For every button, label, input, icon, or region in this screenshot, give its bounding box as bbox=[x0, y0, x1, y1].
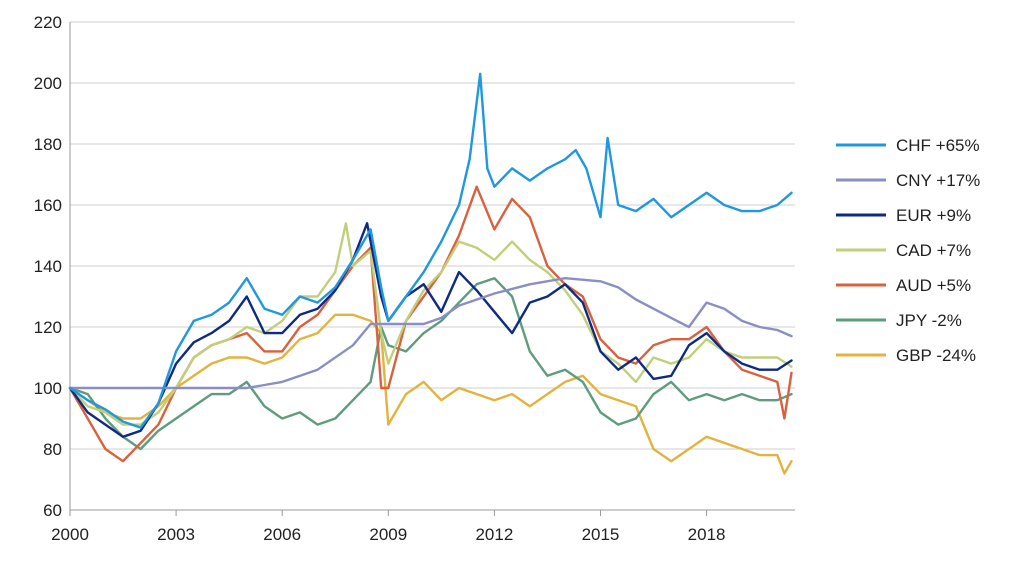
axes: 60 80 100 120 140 160 180 200 220 2000 2003 2006 200… bbox=[34, 13, 795, 544]
x-tick-label: 2003 bbox=[157, 525, 195, 544]
legend-label-cny: CNY +17% bbox=[896, 171, 980, 190]
x-tick-label: 2018 bbox=[688, 525, 726, 544]
series-line-jpy bbox=[68, 277, 793, 451]
x-tick-label: 2015 bbox=[582, 525, 620, 544]
legend-label-aud: AUD +5% bbox=[896, 276, 971, 295]
legend-label-chf: CHF +65% bbox=[896, 136, 980, 155]
horizontal-gridlines bbox=[70, 21, 795, 511]
y-tick-label: 180 bbox=[34, 135, 62, 154]
x-tick-label: 2000 bbox=[51, 525, 89, 544]
legend-label-eur: EUR +9% bbox=[896, 206, 971, 225]
y-tick-label: 120 bbox=[34, 318, 62, 337]
series-line-eur bbox=[68, 222, 793, 438]
y-tick-label: 100 bbox=[34, 379, 62, 398]
y-tick-label: 140 bbox=[34, 257, 62, 276]
series-line-chf bbox=[68, 72, 793, 429]
y-tick-label: 80 bbox=[43, 440, 62, 459]
series-line-cny bbox=[68, 277, 793, 390]
y-tick-label: 200 bbox=[34, 74, 62, 93]
x-tick-label: 2006 bbox=[263, 525, 301, 544]
x-tick-label: 2009 bbox=[369, 525, 407, 544]
legend-label-gbp: GBP -24% bbox=[896, 346, 976, 365]
plot-lines bbox=[68, 72, 793, 475]
series-line-gbp bbox=[68, 313, 793, 475]
legend-label-jpy: JPY -2% bbox=[896, 311, 962, 330]
legend-label-cad: CAD +7% bbox=[896, 241, 971, 260]
y-tick-label: 160 bbox=[34, 196, 62, 215]
x-tick-label: 2012 bbox=[475, 525, 513, 544]
legend: CHF +65% CNY +17% EUR +9% CAD +7% AUD +5% JPY… bbox=[836, 136, 980, 365]
y-tick-label: 220 bbox=[34, 13, 62, 32]
y-tick-label: 60 bbox=[43, 501, 62, 520]
series-line-cad bbox=[68, 222, 793, 426]
